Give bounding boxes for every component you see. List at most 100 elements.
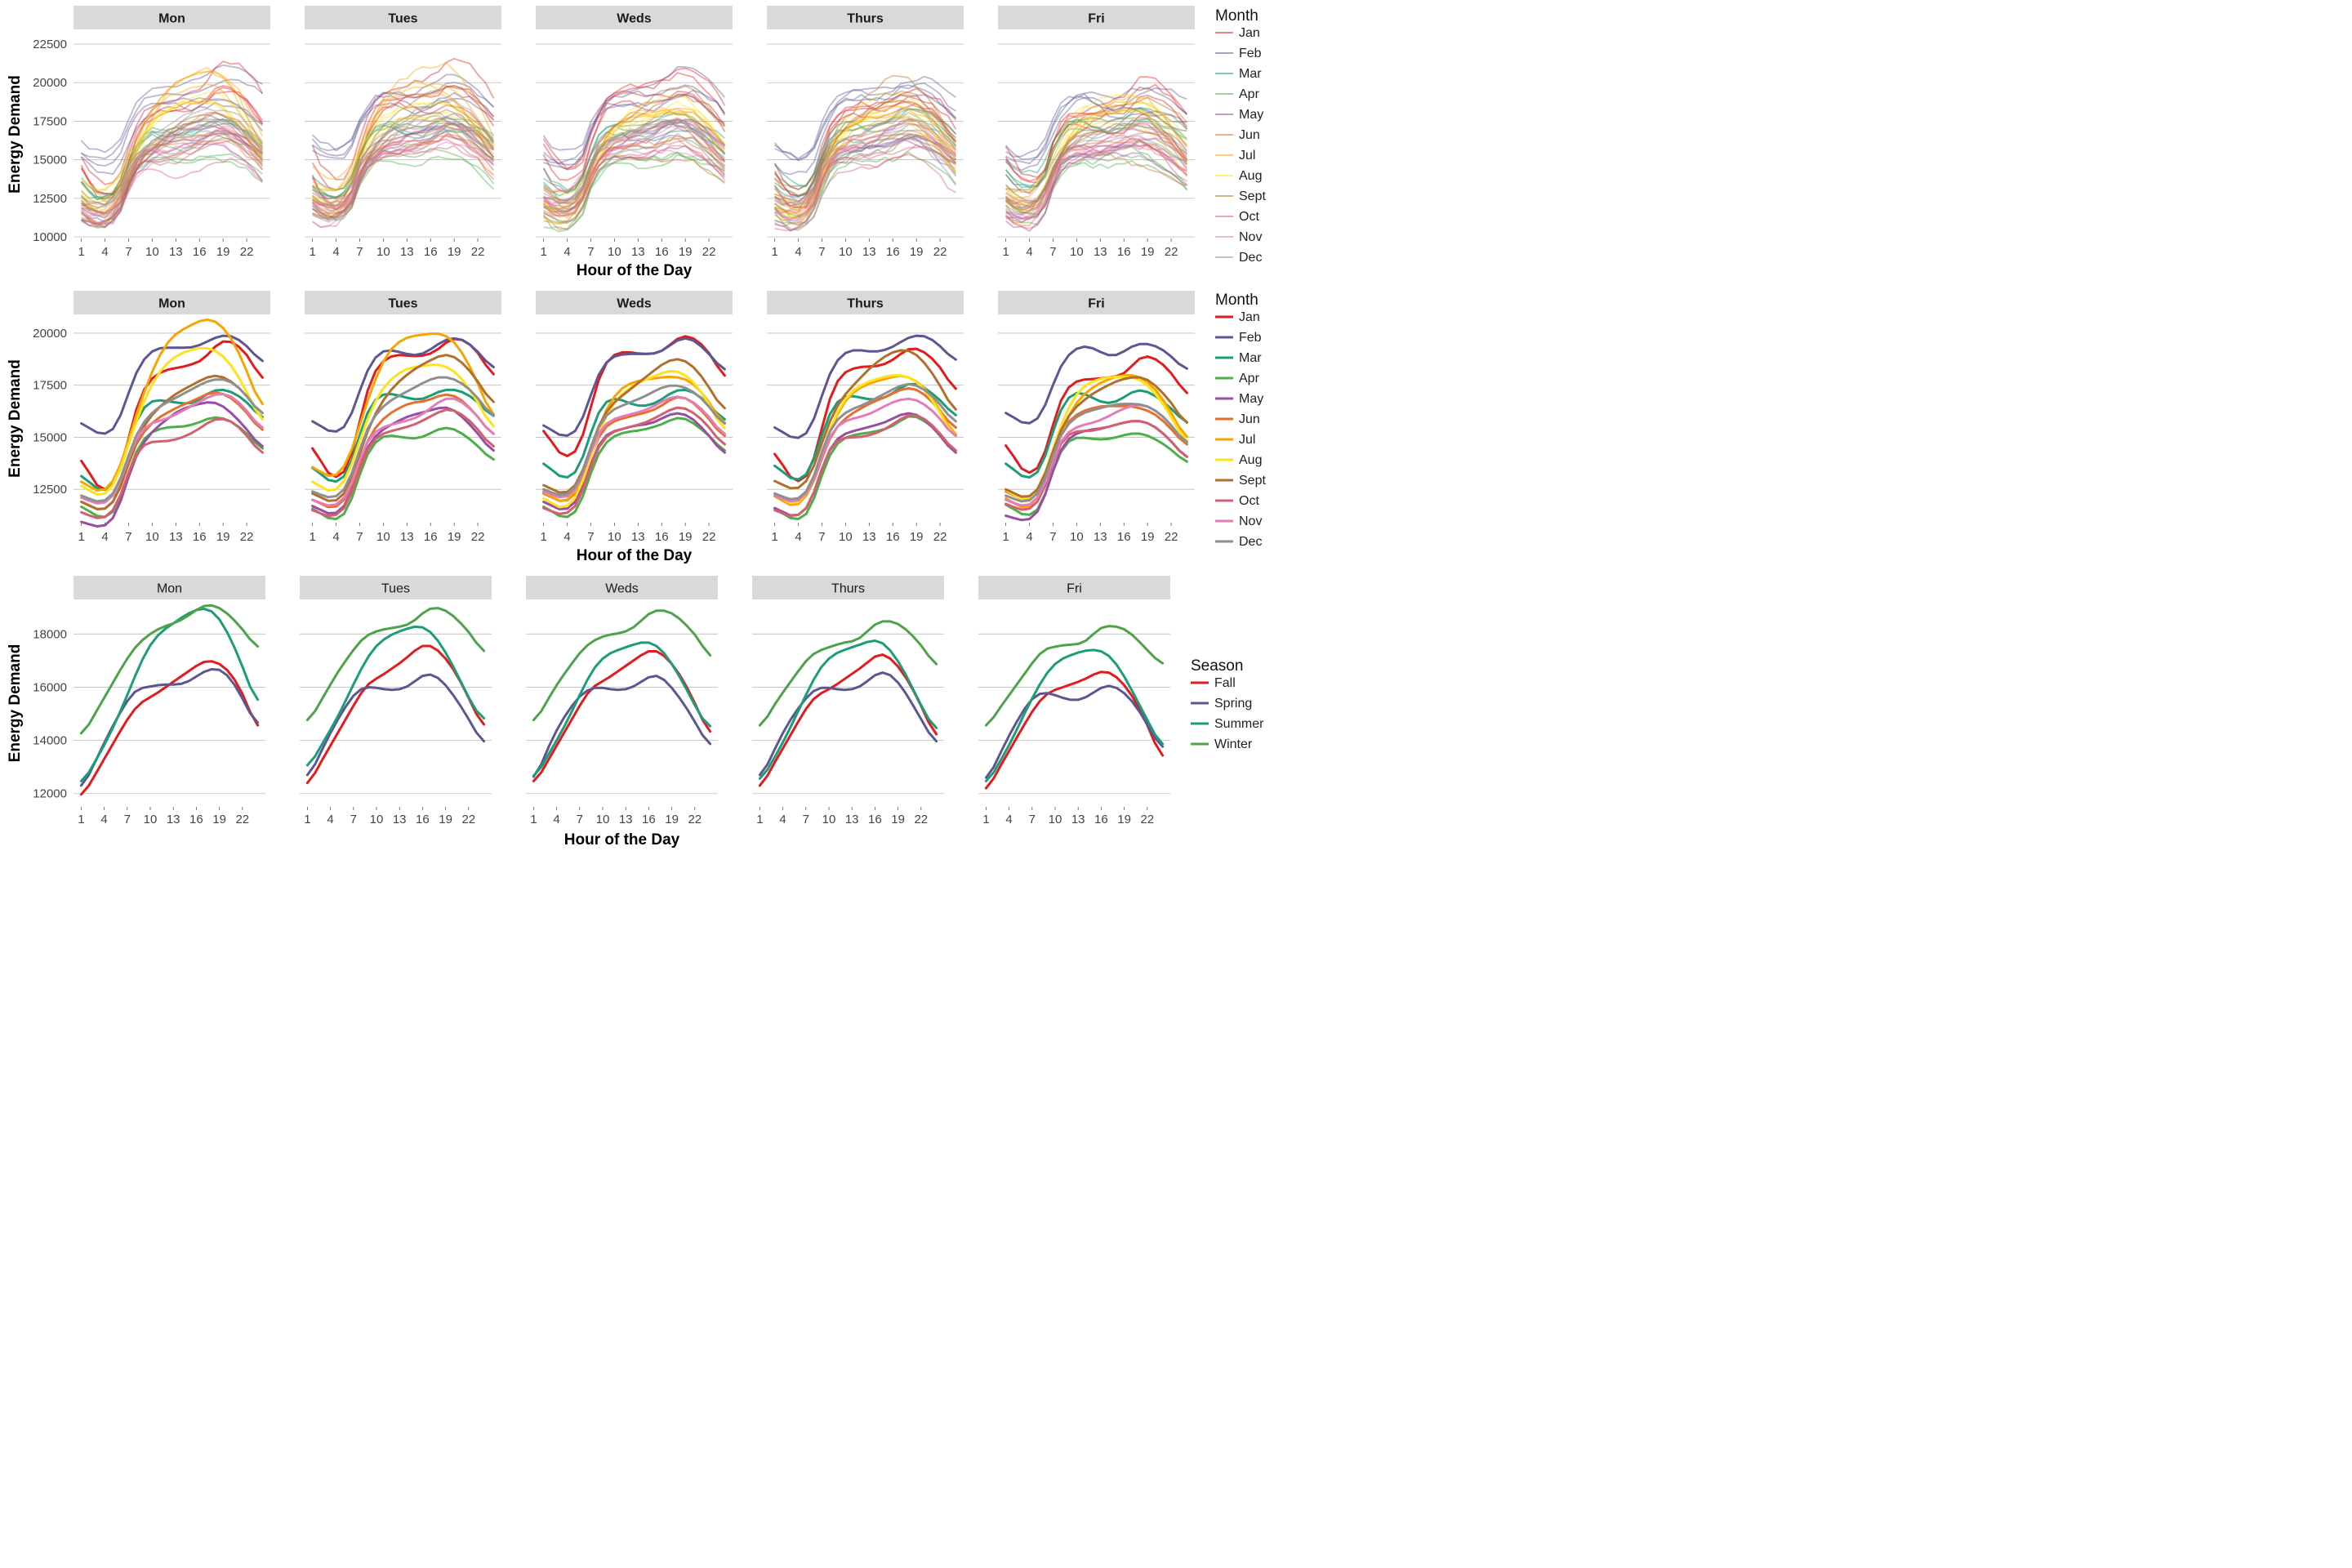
line-spring: [79, 668, 260, 787]
x-tick-label: 1: [309, 530, 315, 544]
x-tick-label: 13: [845, 813, 859, 826]
line-jan: [542, 67, 726, 170]
x-tick-label: 16: [886, 530, 900, 544]
facet-strip: [300, 576, 492, 599]
legend-title: Month: [1215, 292, 1258, 309]
line-sept: [80, 112, 264, 214]
x-tick-label: 10: [370, 813, 384, 826]
facet-strip: [74, 576, 265, 599]
line-may: [1005, 144, 1188, 223]
x-tick-label: 22: [1140, 813, 1154, 826]
line-feb: [312, 97, 495, 159]
line-jun: [312, 117, 494, 216]
line-sept: [773, 75, 957, 197]
x-tick-label: 19: [679, 245, 693, 259]
line-aug: [81, 98, 264, 206]
x-tick-label: 7: [1049, 530, 1056, 544]
x-tick-label: 4: [779, 813, 786, 826]
line-dec: [81, 130, 264, 218]
line-feb: [774, 75, 956, 161]
y-tick-label: 20000: [33, 327, 67, 341]
line-feb: [312, 82, 495, 157]
line-aug: [311, 363, 495, 492]
line-sept: [1004, 106, 1188, 203]
line-feb: [543, 93, 725, 166]
legend-label-jan: Jan: [1239, 26, 1260, 40]
line-apr: [312, 129, 494, 214]
x-tick-label: 10: [376, 530, 390, 544]
facet-strip-label: Thurs: [831, 582, 865, 596]
line-jan: [1004, 94, 1188, 184]
line-sept: [1005, 96, 1188, 191]
line-jul: [311, 81, 495, 209]
y-tick-label: 14000: [33, 734, 67, 748]
x-tick-label: 10: [1070, 530, 1084, 544]
line-apr: [312, 155, 495, 220]
line-apr: [312, 130, 495, 207]
line-spring: [984, 684, 1165, 779]
line-jul: [1005, 108, 1188, 198]
line-mar: [1004, 389, 1188, 479]
x-tick-label: 22: [1165, 245, 1178, 259]
x-tick-label: 22: [688, 813, 702, 826]
y-axis-title: Energy Demand: [7, 359, 24, 478]
x-tick-label: 13: [631, 530, 645, 544]
line-oct: [543, 140, 726, 217]
line-sept: [774, 100, 957, 214]
line-jul: [774, 105, 956, 214]
line-mar: [311, 388, 495, 483]
y-tick-label: 18000: [33, 627, 67, 641]
line-nov: [80, 393, 264, 505]
facet-weds: Weds 1 4 7 10 13 16 19 22: [536, 6, 733, 259]
line-nov: [542, 395, 726, 499]
line-mar: [80, 118, 264, 196]
line-jan: [773, 103, 957, 197]
x-tick-label: 16: [1117, 530, 1131, 544]
line-apr: [774, 123, 957, 217]
x-tick-label: 4: [1005, 813, 1012, 826]
x-tick-label: 13: [393, 813, 407, 826]
line-summer: [79, 607, 260, 782]
line-feb: [80, 334, 264, 435]
x-tick-label: 7: [1049, 245, 1056, 259]
line-apr: [542, 151, 725, 230]
x-tick-label: 13: [400, 530, 414, 544]
line-jul: [543, 106, 726, 213]
line-aug: [774, 112, 957, 212]
line-oct: [312, 138, 495, 219]
x-tick-label: 19: [212, 813, 226, 826]
line-oct: [311, 125, 495, 206]
line-aug: [774, 105, 957, 219]
line-jan: [80, 87, 264, 200]
line-nov: [312, 127, 495, 210]
line-apr: [81, 156, 263, 229]
line-sept: [311, 354, 495, 502]
line-feb: [773, 84, 957, 162]
line-dec: [312, 114, 494, 220]
line-oct: [81, 133, 263, 207]
line-may: [543, 135, 726, 216]
line-mar: [774, 136, 956, 198]
line-aug: [311, 115, 495, 213]
legend-label-jun: Jun: [1239, 128, 1260, 142]
line-mar: [542, 113, 725, 191]
legend-label-jul: Jul: [1239, 149, 1255, 163]
facet-strip: [305, 291, 501, 314]
line-apr: [774, 151, 957, 231]
line-mar: [774, 108, 957, 188]
line-jun: [1004, 404, 1188, 501]
line-apr: [1004, 140, 1187, 215]
facet-strip-label: Mon: [158, 297, 185, 311]
line-may: [542, 127, 726, 213]
x-tick-label: 22: [471, 530, 485, 544]
x-tick-label: 13: [169, 245, 183, 259]
line-nov: [312, 141, 494, 228]
line-nov: [1005, 138, 1188, 220]
x-tick-label: 16: [886, 245, 900, 259]
line-dec: [312, 111, 495, 207]
x-tick-label: 4: [100, 813, 107, 826]
x-tick-label: 4: [101, 245, 108, 259]
facet-weds: Weds 1 4 7 10 13 16 19 22: [526, 576, 718, 826]
legend-label-mar: Mar: [1239, 67, 1262, 81]
x-tick-label: 22: [461, 813, 475, 826]
